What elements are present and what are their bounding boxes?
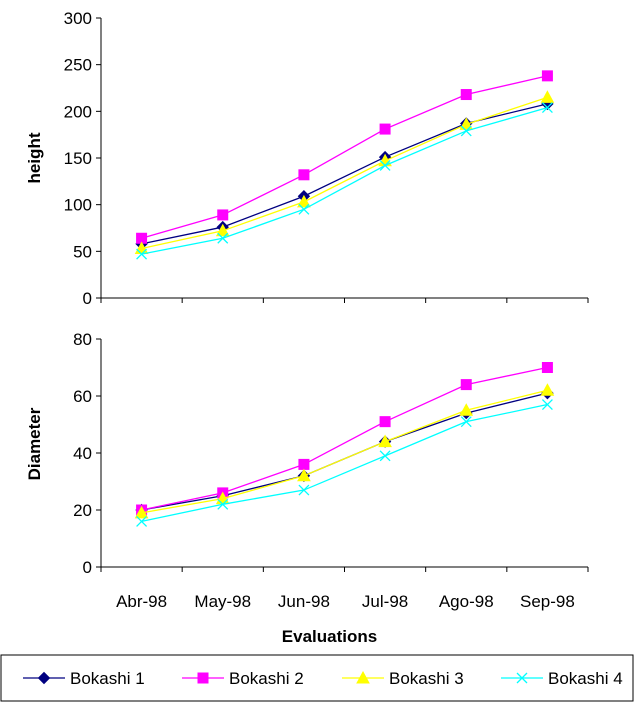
- data-point-bokashi-2: [460, 89, 472, 101]
- data-point-bokashi-4: [541, 102, 553, 114]
- data-point-bokashi-4: [379, 450, 391, 462]
- legend-marker-diamond: [37, 671, 51, 685]
- series-line-bokashi-4: [141, 403, 548, 523]
- data-point-bokashi-4: [217, 232, 229, 244]
- data-point-bokashi-3: [134, 505, 149, 519]
- diameter-chart-panel: 0 20 40 60 80 Abr-98 May-98 Jun-98 Jul-98 Ago-98 S…: [25, 330, 589, 646]
- legend-entry-bokashi-1: Bokashi 1: [23, 669, 145, 688]
- x-tick-label-jul-98: Jul-98: [362, 592, 408, 611]
- data-point-bokashi-2: [460, 379, 472, 391]
- data-point-bokashi-3: [297, 468, 311, 482]
- series-line-bokashi-3: [141, 389, 548, 514]
- y-tick-label: 40: [73, 444, 92, 463]
- series-line-bokashi-1: [141, 392, 548, 511]
- series-line-bokashi-3: [141, 96, 548, 250]
- legend-marker-square: [197, 672, 209, 684]
- x-tick-label-ago-98: Ago-98: [439, 592, 494, 611]
- series-bokashi-4: [136, 399, 553, 527]
- data-point-bokashi-4: [460, 416, 472, 428]
- data-point-bokashi-4: [136, 515, 148, 527]
- data-point-bokashi-2: [379, 416, 391, 428]
- legend-entry-bokashi-2: Bokashi 2: [182, 669, 304, 688]
- data-point-bokashi-3: [540, 383, 555, 396]
- x-tick-label-may-98: May-98: [194, 592, 251, 611]
- series-bokashi-1: [135, 386, 554, 517]
- data-point-bokashi-4: [298, 484, 310, 496]
- x-axis-title: Evaluations: [282, 627, 377, 646]
- data-point-bokashi-2: [217, 209, 229, 221]
- y-axis-title: height: [25, 132, 44, 183]
- y-tick-label: 50: [73, 242, 92, 261]
- data-point-bokashi-2: [298, 169, 310, 181]
- data-point-bokashi-4: [298, 203, 310, 215]
- height-chart-panel: 0 50 100 150 200 250 300 height: [25, 9, 589, 308]
- series-line-bokashi-2: [141, 366, 548, 511]
- y-tick-label: 100: [64, 196, 92, 215]
- legend-entry-bokashi-3: Bokashi 3: [342, 669, 464, 688]
- series-bokashi-3: [134, 90, 555, 255]
- legend-entry-bokashi-4: Bokashi 4: [501, 669, 623, 688]
- data-point-bokashi-2: [298, 458, 310, 470]
- legend-label: Bokashi 4: [548, 669, 623, 688]
- y-tick-label: 300: [64, 9, 92, 28]
- y-tick-label: 20: [73, 501, 92, 520]
- data-point-bokashi-2: [541, 70, 553, 82]
- series-bokashi-1: [135, 97, 554, 251]
- y-axis-title: Diameter: [25, 407, 44, 480]
- data-point-bokashi-3: [459, 403, 474, 416]
- series-bokashi-4: [136, 102, 553, 260]
- data-point-bokashi-3: [540, 90, 555, 103]
- legend-label: Bokashi 1: [70, 669, 145, 688]
- legend-label: Bokashi 2: [229, 669, 304, 688]
- data-point-bokashi-4: [460, 125, 472, 137]
- data-point-bokashi-2: [541, 362, 553, 373]
- x-tick-label-sep-98: Sep-98: [520, 592, 575, 611]
- data-point-bokashi-4: [136, 248, 148, 260]
- y-tick-label: 60: [73, 387, 92, 406]
- x-tick-label-jun-98: Jun-98: [278, 592, 330, 611]
- data-point-bokashi-4: [217, 498, 229, 510]
- x-tick-label-abr-98: Abr-98: [116, 592, 167, 611]
- y-tick-label: 0: [83, 558, 92, 577]
- y-tick-label: 0: [83, 289, 92, 308]
- data-point-bokashi-2: [379, 123, 391, 135]
- series-bokashi-2: [136, 70, 553, 244]
- legend-marker-triangle: [356, 670, 370, 684]
- series-line-bokashi-2: [141, 75, 548, 239]
- legend-label: Bokashi 3: [389, 669, 464, 688]
- legend: Bokashi 1 Bokashi 2 Bokashi 3 Bokashi 4: [0, 654, 634, 702]
- y-tick-label: 200: [64, 102, 92, 121]
- legend-marker-x: [516, 672, 528, 684]
- y-tick-label: 80: [73, 330, 92, 349]
- data-point-bokashi-3: [459, 117, 474, 130]
- data-point-bokashi-4: [541, 399, 553, 411]
- data-point-bokashi-3: [215, 223, 230, 237]
- data-point-bokashi-3: [297, 194, 311, 208]
- y-tick-label: 150: [64, 149, 92, 168]
- data-point-bokashi-3: [378, 434, 392, 448]
- series-line-bokashi-4: [141, 106, 548, 255]
- y-tick-label: 250: [64, 56, 92, 75]
- series-bokashi-2: [136, 362, 553, 516]
- data-point-bokashi-4: [379, 160, 391, 171]
